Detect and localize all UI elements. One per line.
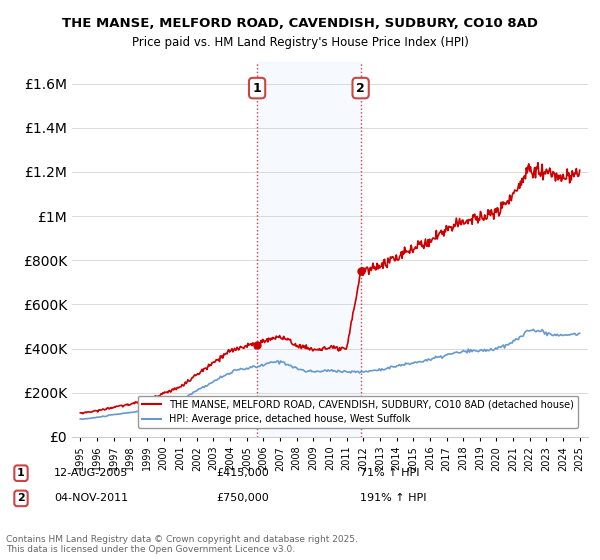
Text: £415,000: £415,000 [216,468,269,478]
Bar [257,62,361,437]
Text: 2: 2 [356,82,365,95]
Text: Price paid vs. HM Land Registry's House Price Index (HPI): Price paid vs. HM Land Registry's House … [131,36,469,49]
Text: 71% ↑ HPI: 71% ↑ HPI [360,468,419,478]
Text: 1: 1 [17,468,25,478]
Text: 1: 1 [253,82,262,95]
Text: THE MANSE, MELFORD ROAD, CAVENDISH, SUDBURY, CO10 8AD: THE MANSE, MELFORD ROAD, CAVENDISH, SUDB… [62,17,538,30]
Text: Contains HM Land Registry data © Crown copyright and database right 2025.
This d: Contains HM Land Registry data © Crown c… [6,535,358,554]
Text: 191% ↑ HPI: 191% ↑ HPI [360,493,427,503]
Text: £750,000: £750,000 [216,493,269,503]
Text: 04-NOV-2011: 04-NOV-2011 [54,493,128,503]
Text: 12-AUG-2005: 12-AUG-2005 [54,468,128,478]
Legend: THE MANSE, MELFORD ROAD, CAVENDISH, SUDBURY, CO10 8AD (detached house), HPI: Ave: THE MANSE, MELFORD ROAD, CAVENDISH, SUDB… [138,395,578,428]
Text: 2: 2 [17,493,25,503]
